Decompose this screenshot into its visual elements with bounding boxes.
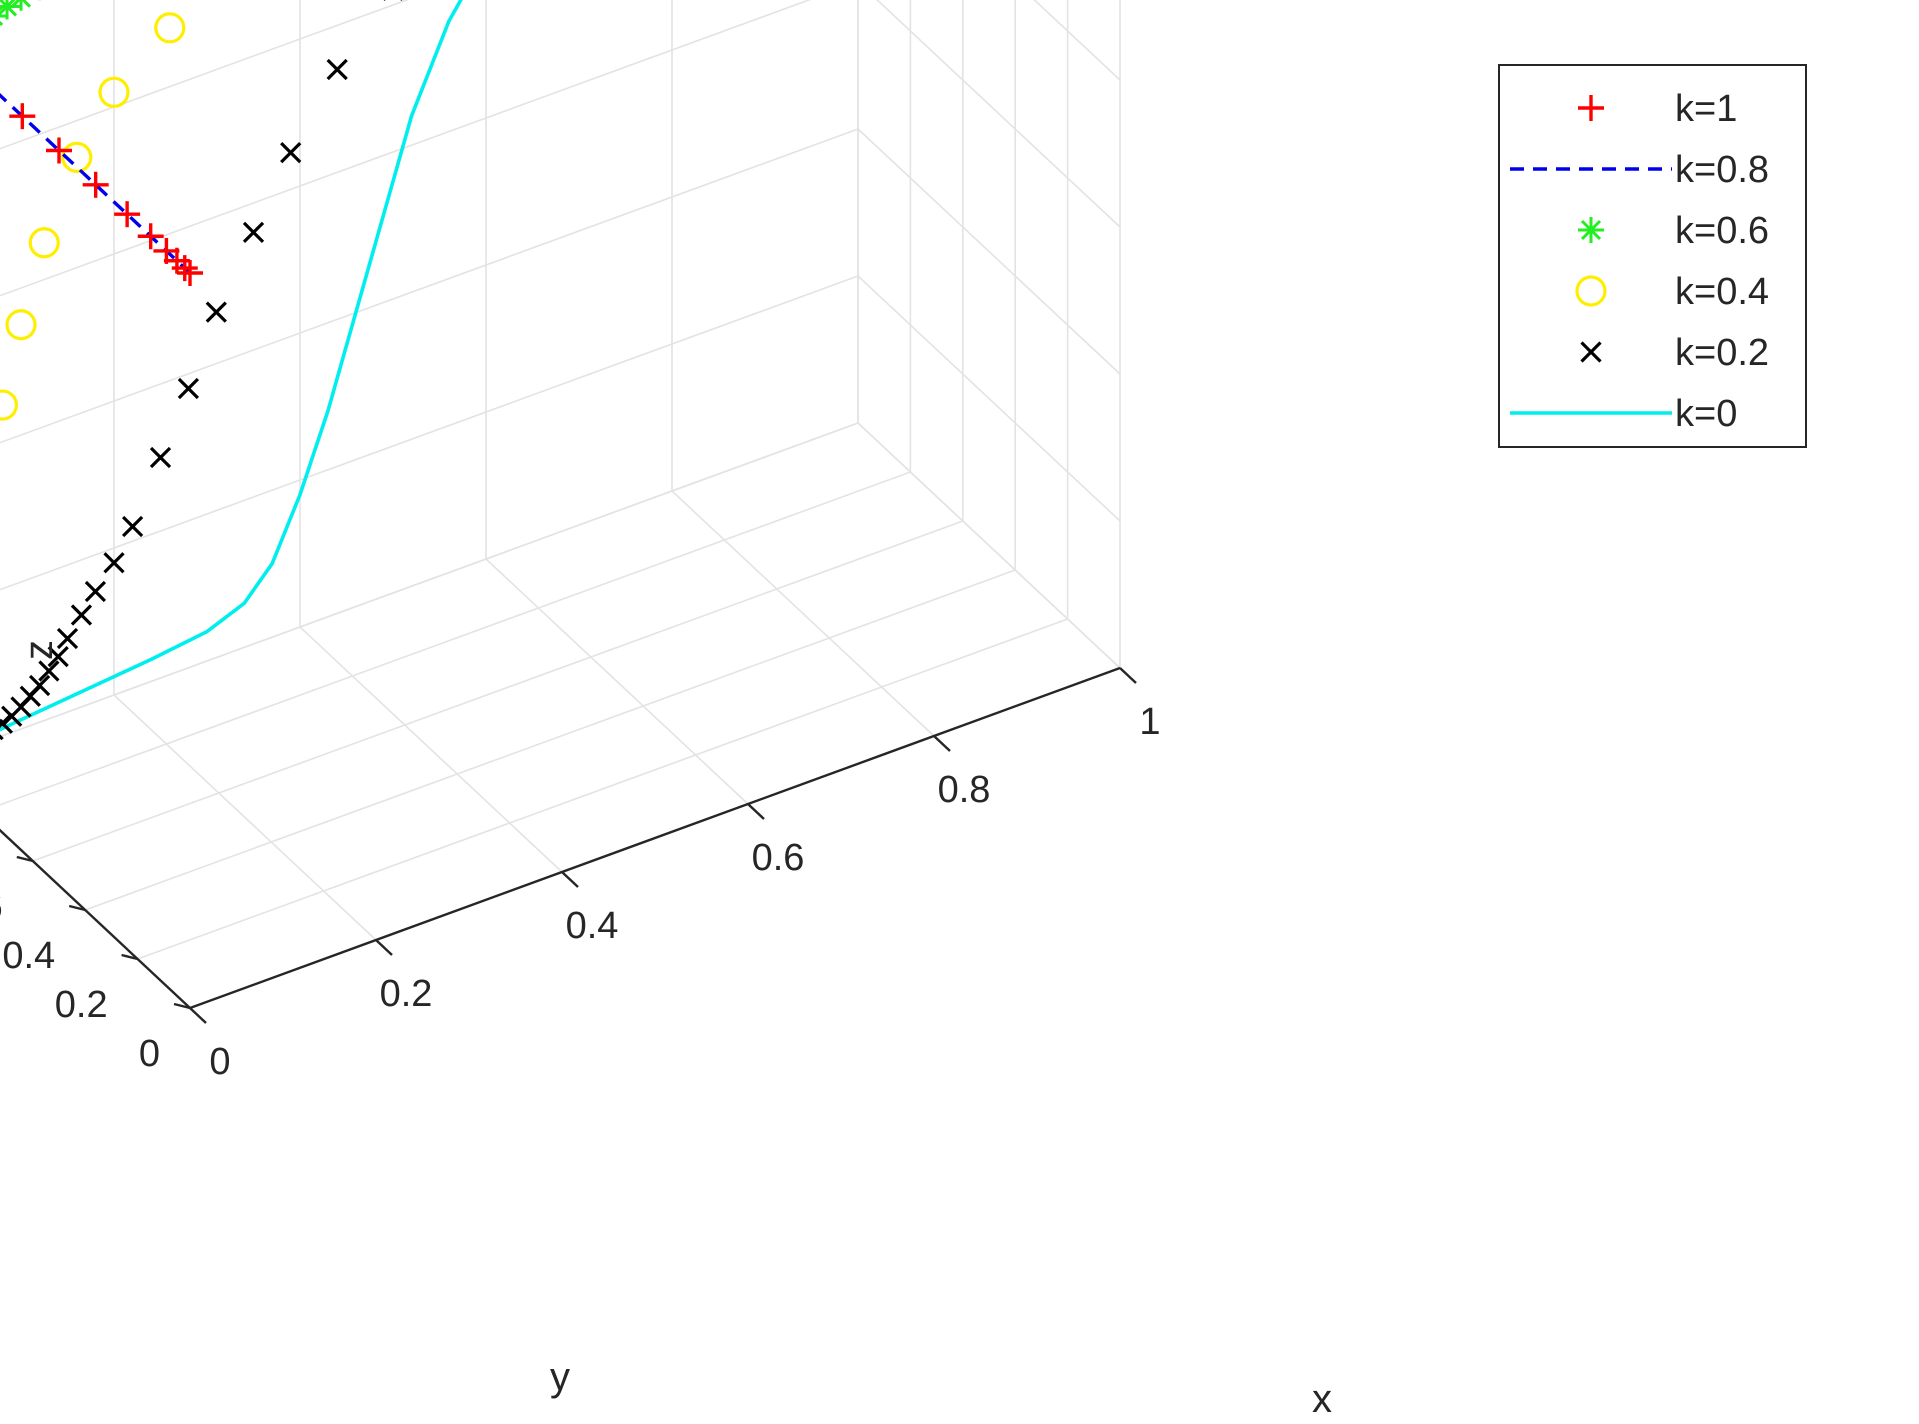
series-layer: [0, 0, 463, 741]
y-tick-mark: [173, 1002, 191, 1010]
grid-line: [485, 558, 749, 805]
x-tick-label: 0: [209, 1041, 230, 1083]
y-tick-mark: [121, 953, 138, 961]
data-point-k-1: [9, 103, 36, 130]
x-tick-mark: [1119, 667, 1137, 684]
legend-marker-k-0-4: [1575, 275, 1607, 307]
data-point-k-0-4: [0, 389, 18, 421]
grid-line: [113, 694, 377, 941]
data-point-k-0-2: [28, 674, 51, 697]
x-tick-label: 0.6: [752, 837, 805, 879]
x-tick-label: 0.8: [938, 769, 991, 811]
y-tick-label: 0: [139, 1033, 160, 1075]
x-tick-mark: [561, 871, 579, 888]
y-tick-label: 0.2: [55, 984, 108, 1026]
data-point-k-0-2: [70, 604, 93, 626]
grid-line: [1033, 0, 1121, 81]
data-point-k-0-4: [5, 309, 37, 341]
data-point-k-0-2: [38, 660, 60, 682]
x-tick-label: 0.2: [380, 973, 433, 1015]
data-point-k-0-6: [0, 0, 21, 20]
data-point-k-1: [137, 223, 164, 250]
x-tick-mark: [747, 803, 765, 820]
axes: [0, 666, 1137, 1024]
grid-line: [857, 128, 1121, 375]
legend-label: k=0.4: [1675, 271, 1769, 313]
data-point-k-0-6: [0, 5, 7, 27]
tick-labels: 0000.20.20.20.40.40.40.60.60.60.80.80.81…: [0, 701, 1161, 1083]
data-point-k-0-2: [326, 58, 348, 81]
data-point-k-0-2: [242, 221, 265, 244]
grid-line: [857, 275, 1121, 522]
legend-label: k=0.6: [1675, 210, 1769, 252]
data-point-k-0-2: [205, 301, 227, 323]
y-tick-label: 0.6: [0, 886, 3, 928]
y-axis-line: [0, 828, 191, 1009]
y-tick-label: 0.4: [2, 935, 55, 977]
data-point-k-1: [177, 260, 203, 286]
data-point-k-1: [82, 171, 109, 198]
data-point-k-0-2: [84, 580, 107, 603]
legend-marker-k-1: [1578, 95, 1604, 121]
y-tick-mark: [68, 904, 86, 912]
grid-lines: [0, 0, 1121, 1009]
series-line-k-0-8: [0, 93, 192, 275]
data-point-k-1: [171, 255, 198, 282]
grid-line: [0, 0, 410, 150]
x-axis-line: [189, 666, 1121, 1010]
legend-box: [1498, 64, 1807, 448]
grid-line: [0, 0, 7, 3]
z-axis-label: z: [17, 640, 61, 660]
legend-label: k=0.8: [1675, 149, 1769, 191]
data-point-k-0-2: [56, 627, 79, 650]
data-point-k-0-2: [177, 377, 200, 400]
grid-line: [0, 0, 812, 297]
x-tick-mark: [189, 1007, 207, 1024]
data-point-k-0-2: [121, 515, 144, 538]
data-point-k-0-2: [149, 446, 172, 469]
data-point-k-0-4: [154, 12, 186, 44]
data-point-k-0-2: [103, 552, 125, 574]
data-point-k-0-4: [98, 76, 130, 108]
grid-line: [84, 569, 1016, 911]
grid-line: [0, 275, 859, 591]
grid-line: [299, 626, 563, 873]
x-tick-mark: [933, 735, 951, 752]
grid-line: [857, 422, 1121, 669]
x-tick-mark: [375, 939, 393, 956]
data-point-k-0-2: [47, 645, 69, 668]
data-point-k-0-4: [61, 141, 93, 173]
x-tick-label: 1: [1139, 701, 1160, 743]
legend-marker-k-0-6: [1578, 217, 1604, 243]
x-tick-label: 0.4: [566, 905, 619, 947]
grid-line: [671, 490, 935, 737]
legend-label: k=0: [1675, 393, 1737, 435]
data-point-k-0-4: [28, 227, 60, 259]
data-point-k-1: [114, 201, 141, 228]
data-point-k-1: [46, 137, 72, 164]
data-point-k-0-6: [10, 0, 32, 11]
legend-label: k=0.2: [1675, 332, 1769, 374]
series-line-k-0: [0, 0, 463, 732]
grid-line: [32, 520, 964, 862]
grid-line: [0, 128, 859, 444]
grid-line: [876, 0, 1121, 228]
grid-line: [137, 618, 1068, 960]
legend-label: k=1: [1675, 88, 1737, 130]
grid-line: [0, 422, 859, 738]
data-point-k-0-2: [280, 142, 302, 164]
y-tick-mark: [16, 855, 34, 863]
legend-marker-k-0-2: [1580, 341, 1602, 363]
legend: k=1 k=0.8 k=0.6 k=0.4 k=0.2 k=0: [1498, 64, 1807, 448]
y-axis-label: y: [550, 1355, 570, 1399]
grid-line: [0, 471, 911, 806]
x-axis-label: x: [1312, 1377, 1332, 1421]
grid-line: [0, 422, 859, 738]
